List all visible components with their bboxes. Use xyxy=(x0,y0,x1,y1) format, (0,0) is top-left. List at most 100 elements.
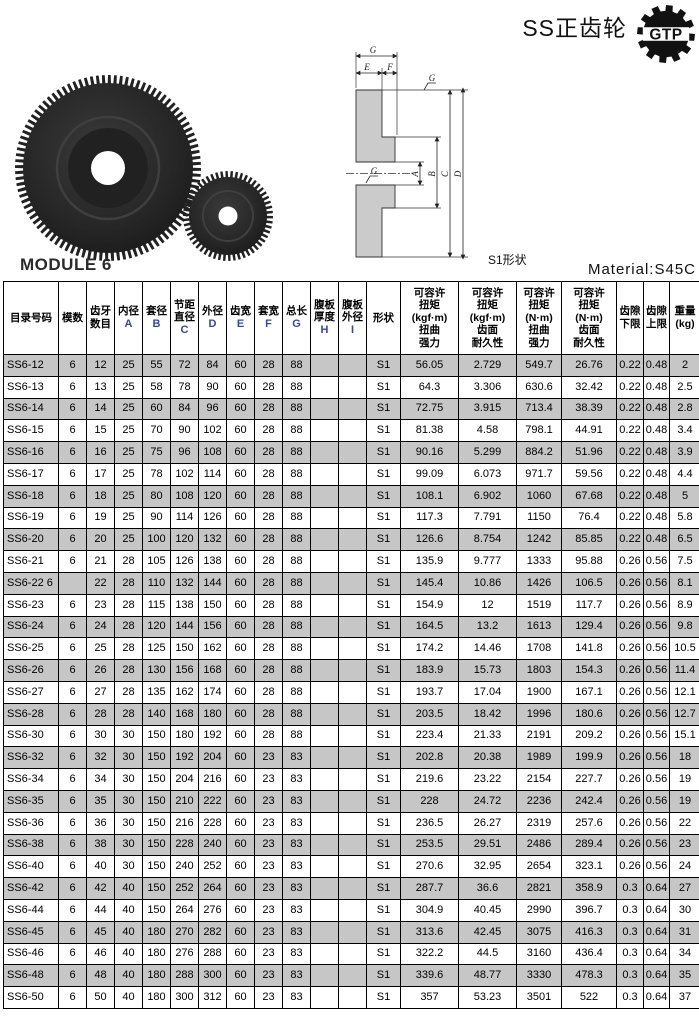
table-cell: SS6-36 xyxy=(3,811,59,835)
table-cell: 83 xyxy=(282,986,311,1009)
table-cell: 83 xyxy=(282,877,311,900)
table-cell: 162 xyxy=(198,637,227,661)
dimension-letter: D xyxy=(208,317,217,330)
table-cell: S1 xyxy=(366,833,401,857)
table-cell: 154.9 xyxy=(400,593,459,617)
table-cell: 36 xyxy=(86,811,115,835)
table-cell: 6 xyxy=(58,637,87,661)
table-cell: 4.4 xyxy=(669,462,699,486)
table-cell: 44 xyxy=(86,898,115,922)
table-cell: 23 xyxy=(254,898,283,922)
dimension-letter: A xyxy=(124,317,133,330)
table-body: SS6-12 6 12 25 55 72 84 60 28 88 S1 56.05 2.729 549.7… xyxy=(3,354,699,1009)
table-cell: 6 xyxy=(58,942,87,966)
table-cell: 120 xyxy=(170,528,199,552)
table-cell: 72.75 xyxy=(400,397,459,421)
table-cell xyxy=(338,964,367,988)
table-cell: 88 xyxy=(282,354,311,377)
table-cell: 253.5 xyxy=(400,833,459,857)
table-cell: 6 xyxy=(58,506,87,530)
dim-label-a: A xyxy=(410,171,420,178)
table-cell: 12.1 xyxy=(669,680,699,704)
table-cell: 0.26 xyxy=(616,724,644,748)
table-cell: S1 xyxy=(366,702,401,726)
table-cell: 228 xyxy=(170,833,199,857)
table-cell: 0.64 xyxy=(643,898,670,922)
dim-label-e: E xyxy=(363,62,370,72)
table-cell: SS6-44 xyxy=(3,898,59,922)
table-cell: 80 xyxy=(142,484,171,508)
table-cell xyxy=(310,942,339,966)
table-cell: 99.09 xyxy=(400,462,459,486)
table-cell: 0.48 xyxy=(643,419,670,443)
table-cell: 36.6 xyxy=(458,877,517,900)
table-cell: 6 xyxy=(58,419,87,443)
table-cell: 0.56 xyxy=(643,659,670,682)
table-cell: 138 xyxy=(198,550,227,573)
table-cell: 713.4 xyxy=(516,397,562,421)
table-cell: 28 xyxy=(254,593,283,617)
table-cell: 0.64 xyxy=(643,964,670,988)
table-cell: 60 xyxy=(226,615,255,639)
table-cell: 216 xyxy=(170,811,199,835)
table-cell: 60 xyxy=(226,920,255,944)
table-cell: 60 xyxy=(226,441,255,464)
table-cell: 28 xyxy=(254,397,283,421)
table-row: SS6-40 6 40 30 150 240 252 60 23 83 S1 270.6 32.95 26… xyxy=(3,855,699,879)
column-header: 腹板 外径 I xyxy=(338,281,367,355)
table-row: SS6-12 6 12 25 55 72 84 60 28 88 S1 56.05 2.729 549.7… xyxy=(3,354,699,377)
table-cell: 3.306 xyxy=(458,375,517,399)
table-cell: 108.1 xyxy=(400,484,459,508)
table-cell: 23 xyxy=(669,833,699,857)
table-cell: S1 xyxy=(366,789,401,813)
table-cell: 59.56 xyxy=(561,462,617,486)
table-cell: 23.22 xyxy=(458,768,517,791)
column-header: 外径 D xyxy=(198,281,227,355)
table-cell: 88 xyxy=(282,550,311,573)
table-cell: 17.04 xyxy=(458,680,517,704)
table-cell: 88 xyxy=(282,702,311,726)
table-cell: 884.2 xyxy=(516,441,562,464)
table-cell: 0.26 xyxy=(616,550,644,573)
table-row: SS6-25 6 25 28 125 150 162 60 28 88 S1 174.2 14.46 17… xyxy=(3,637,699,661)
table-cell: 0.56 xyxy=(643,615,670,639)
table-cell: 202.8 xyxy=(400,746,459,770)
table-cell: 204 xyxy=(198,746,227,770)
table-cell: 10.86 xyxy=(458,571,517,595)
table-cell: 60 xyxy=(142,397,171,421)
gear-product-photo xyxy=(15,75,273,261)
table-cell: 180 xyxy=(170,724,199,748)
table-cell: S1 xyxy=(366,637,401,661)
table-cell: 0.26 xyxy=(616,659,644,682)
table-cell: S1 xyxy=(366,659,401,682)
table-cell: 141.8 xyxy=(561,637,617,661)
table-cell: 30 xyxy=(669,898,699,922)
table-cell xyxy=(310,397,339,421)
table-cell: 252 xyxy=(170,877,199,900)
table-cell: 6.902 xyxy=(458,484,517,508)
table-cell: 2.729 xyxy=(458,354,517,377)
table-cell xyxy=(310,964,339,988)
table-row: SS6-50 6 50 40 180 300 312 60 23 83 S1 357 53.23 3501… xyxy=(3,986,699,1009)
table-cell: 6 xyxy=(58,986,87,1009)
table-cell xyxy=(310,419,339,443)
table-cell: 23 xyxy=(254,942,283,966)
table-cell: 40.45 xyxy=(458,898,517,922)
table-cell: 1613 xyxy=(516,615,562,639)
table-cell: 30 xyxy=(114,855,143,879)
table-cell: 0.26 xyxy=(616,702,644,726)
table-row: SS6-22 6 22 28 110 132 144 60 28 88 S1 145.4 10.86 1… xyxy=(3,571,699,595)
table-cell: 88 xyxy=(282,680,311,704)
surface-finish-icon xyxy=(365,175,378,184)
table-cell: 126 xyxy=(170,550,199,573)
table-cell xyxy=(338,789,367,813)
table-cell: 28 xyxy=(254,375,283,399)
table-cell: 25 xyxy=(114,354,143,377)
table-cell: 96 xyxy=(170,441,199,464)
table-cell: 6 xyxy=(58,615,87,639)
table-header: 目录号码 模数 齿牙 数目 内径 A 套径 B 节距 直径 C 外径 D 齿宽 E 套宽 F 总长 G 腹板 厚度… xyxy=(3,281,699,355)
table-cell: 28 xyxy=(114,702,143,726)
table-cell: 60 xyxy=(226,550,255,573)
table-cell: 270.6 xyxy=(400,855,459,879)
table-cell: 23 xyxy=(254,877,283,900)
